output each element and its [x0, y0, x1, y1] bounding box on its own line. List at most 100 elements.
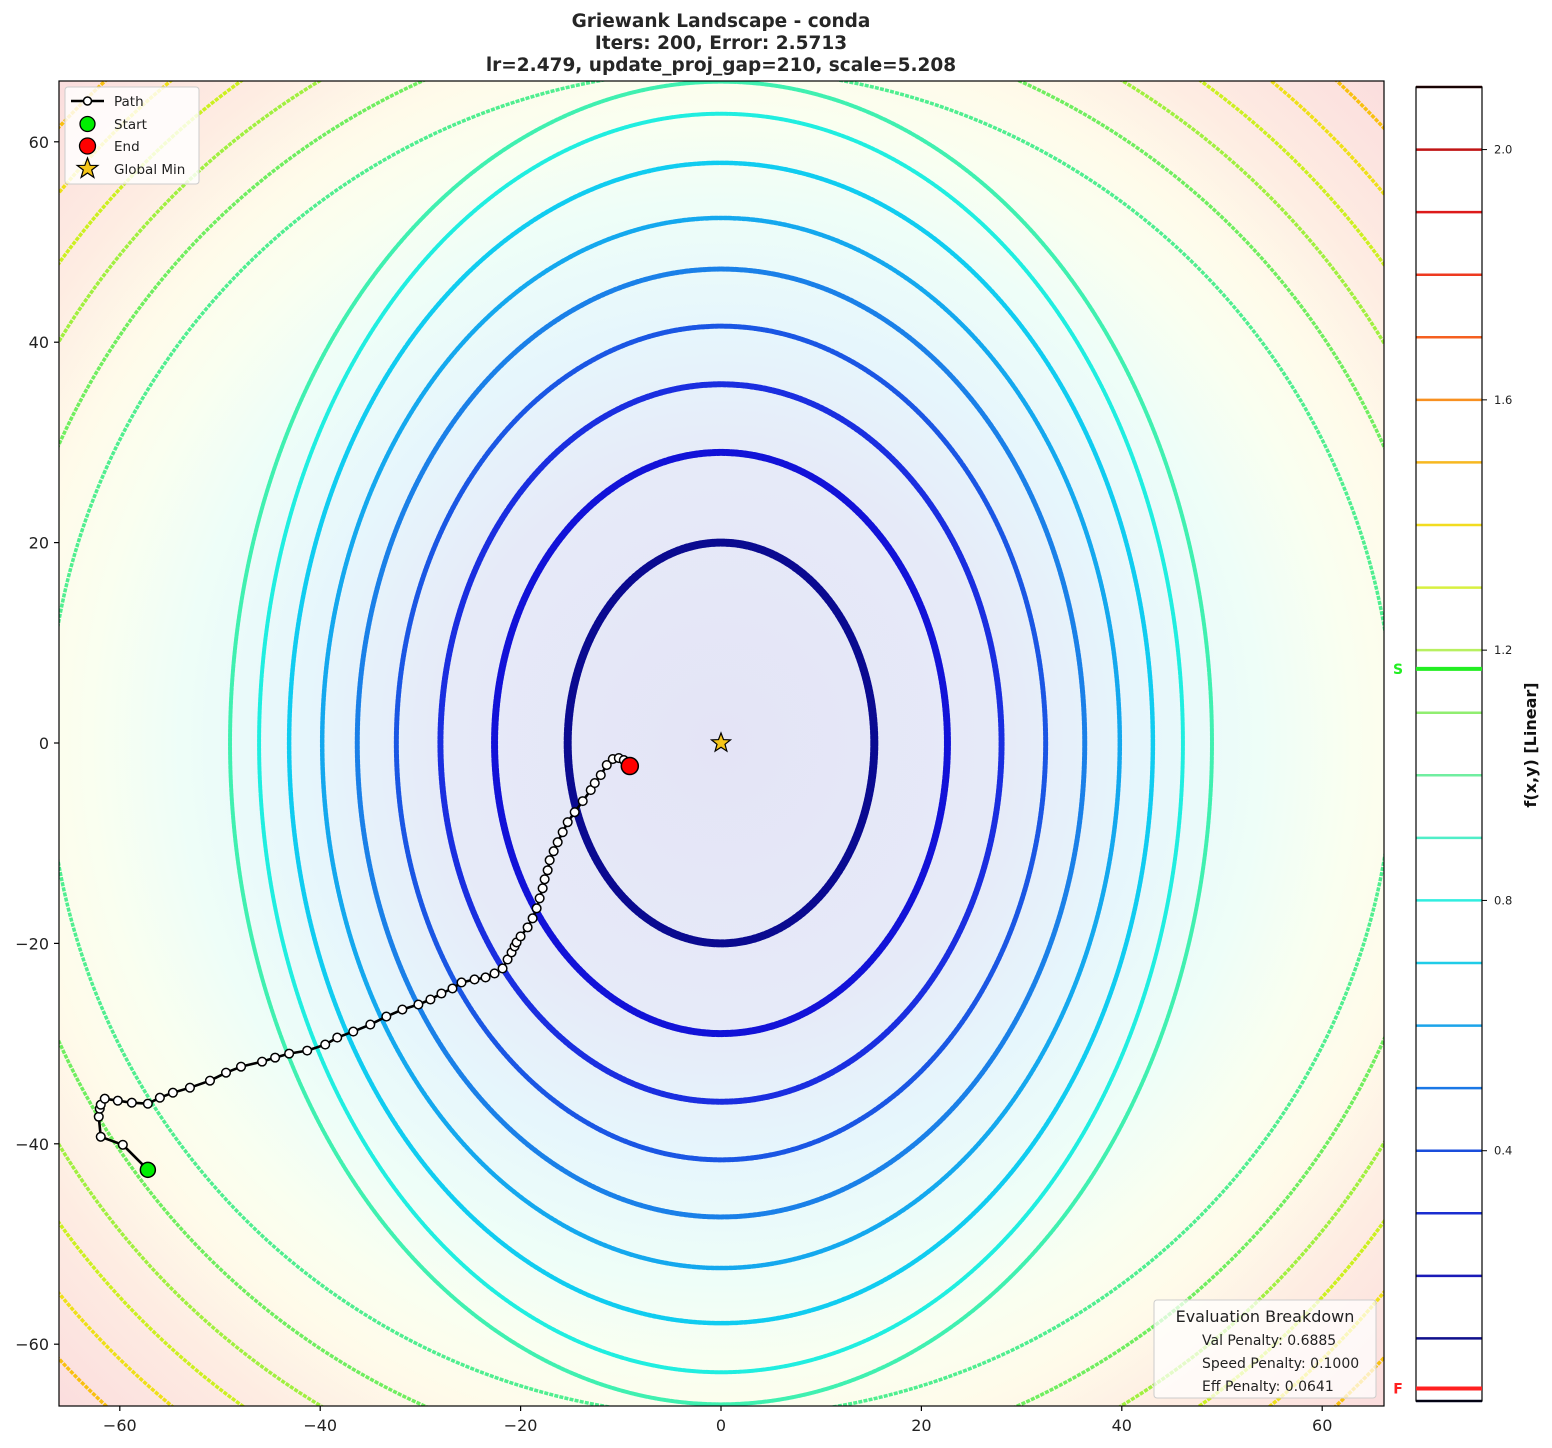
path-point	[544, 855, 555, 866]
contour-ring	[563, 538, 879, 948]
path-point	[257, 1056, 268, 1067]
path-point	[302, 1045, 313, 1056]
path-point	[469, 974, 480, 985]
colorbar-frame	[1415, 86, 1483, 1402]
x-axis: −60 −40 −20 0 20 40 60	[103, 1406, 1332, 1435]
path-point	[534, 893, 545, 904]
x-tick-label: 40	[1112, 1416, 1132, 1435]
path-point	[539, 874, 550, 885]
path-point	[381, 1011, 392, 1022]
title-line-2: Iters: 200, Error: 2.5713	[595, 33, 847, 54]
legend-label-path: Path	[114, 94, 144, 110]
contour-ring	[354, 266, 1088, 1220]
end-marker	[620, 756, 640, 776]
legend-item-global-min: Global Min	[75, 156, 185, 179]
start-circle-icon	[79, 115, 96, 133]
y-axis: −60 −40 −20 0 20 40 60	[15, 133, 59, 1354]
path-point	[542, 865, 553, 876]
y-tick-label: 20	[29, 534, 49, 553]
path-point	[184, 1082, 195, 1093]
colorbar-tick-label: 2.0	[1494, 143, 1512, 157]
path-point	[425, 994, 436, 1005]
path-point	[320, 1039, 331, 1050]
path-point	[480, 972, 491, 983]
val-penalty: Val Penalty: 0.6885	[1202, 1333, 1336, 1349]
contour-ring	[437, 381, 1005, 1105]
path-point	[99, 1093, 110, 1104]
speed-penalty: Speed Penalty: 0.1000	[1202, 1356, 1359, 1372]
legend-box	[64, 86, 200, 185]
colorbar-start-label: S	[1393, 662, 1403, 678]
end-circle-icon	[78, 137, 97, 155]
path-point	[537, 883, 548, 894]
colorbar-final-label: F	[1393, 1381, 1403, 1397]
x-tick-label: −60	[103, 1416, 137, 1435]
legend: Path Start End Global Min	[64, 86, 200, 185]
path-point	[577, 796, 588, 807]
colorbar-background	[1416, 87, 1482, 1401]
path-point	[601, 759, 612, 771]
contour-ring	[257, 111, 1185, 1375]
path-point	[447, 983, 458, 994]
legend-item-start: Start	[79, 115, 147, 133]
contour-ring	[393, 323, 1049, 1163]
path-point	[270, 1052, 281, 1063]
colorbar-ticks: 2.0 1.6 1.2 0.8 0.4	[1482, 143, 1512, 1158]
y-tick-label: 60	[29, 133, 49, 152]
legend-item-path: Path	[71, 94, 144, 110]
global-min-star-icon	[709, 731, 733, 753]
path-marker-icon	[82, 96, 93, 106]
path-point	[154, 1092, 165, 1103]
path-point	[548, 846, 559, 857]
x-tick-label: −20	[504, 1416, 538, 1435]
path-point	[365, 1019, 376, 1030]
path-point	[413, 999, 424, 1010]
x-tick-label: 20	[911, 1416, 931, 1435]
path-point	[95, 1131, 106, 1142]
path-point	[497, 963, 508, 974]
path-point	[562, 817, 573, 828]
start-marker	[139, 1161, 157, 1179]
path-point	[595, 770, 606, 781]
y-tick-label: 40	[29, 333, 49, 352]
path-point	[112, 1095, 123, 1106]
path-point	[522, 922, 533, 933]
contour-ring	[228, 81, 1214, 1406]
star-icon	[75, 156, 100, 179]
legend-item-end: End	[78, 137, 140, 155]
chart-title: Griewank Landscape - conda Iters: 200, E…	[486, 11, 956, 76]
path-point	[126, 1097, 137, 1108]
path-point	[527, 913, 538, 924]
path-point	[436, 988, 447, 999]
colorbar-tick-label: 0.8	[1494, 893, 1512, 907]
path-point	[117, 1139, 128, 1150]
legend-label-end: End	[114, 139, 140, 155]
colorbar-label: f(x,y) [Linear]	[1521, 682, 1540, 807]
path-point	[235, 1061, 247, 1072]
markers	[139, 731, 733, 1179]
y-tick-label: −20	[15, 934, 49, 953]
path-point	[220, 1067, 232, 1078]
path-point	[167, 1087, 178, 1098]
path-point	[557, 827, 568, 838]
colorbar-levels	[1416, 85, 1482, 1403]
legend-label-global-min: Global Min	[114, 162, 185, 178]
path-point	[204, 1075, 216, 1086]
x-tick-label: 0	[716, 1416, 726, 1435]
x-tick-label: 60	[1312, 1416, 1332, 1435]
colorbar-tick-label: 0.4	[1494, 1144, 1512, 1158]
colorbar: 2.01.61.20.80.4 SF f(x,y) [Linear]	[1393, 85, 1540, 1403]
title-line-1: Griewank Landscape - conda	[572, 11, 871, 32]
path-point	[489, 968, 500, 979]
path-point	[589, 778, 600, 789]
path-point	[515, 931, 526, 942]
path-point	[552, 837, 563, 848]
colorbar-tick-label: 1.2	[1494, 643, 1512, 657]
path-point	[93, 1111, 104, 1122]
path-point	[531, 903, 542, 914]
evaluation-title: Evaluation Breakdown	[1176, 1307, 1355, 1326]
title-line-3: lr=2.479, update_proj_gap=210, scale=5.2…	[486, 55, 956, 76]
path-point	[397, 1004, 408, 1015]
